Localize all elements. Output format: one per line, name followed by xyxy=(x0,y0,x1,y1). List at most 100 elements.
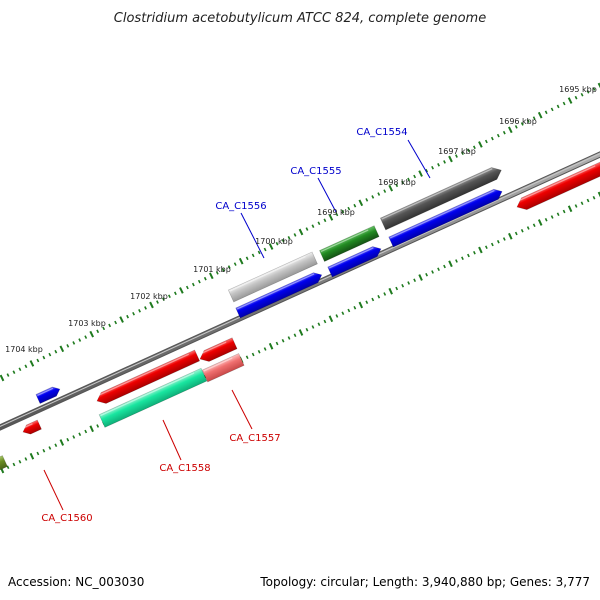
outer-ring-tick xyxy=(168,294,171,299)
gene-ca-c1558-teal[interactable] xyxy=(98,367,208,428)
tick-label-1699: 1699 kbp xyxy=(317,208,355,217)
outer-ring-tick xyxy=(132,311,135,316)
outer-ring-tick xyxy=(347,206,351,211)
inner-ring-tick xyxy=(305,327,309,332)
inner-ring-tick xyxy=(78,432,82,437)
outer-ring-tick xyxy=(42,355,46,360)
inner-ring-tick xyxy=(532,223,536,228)
gene-ca-c1556-lightgray[interactable] xyxy=(227,251,318,303)
outer-ring-tick xyxy=(24,364,28,369)
gene-red-tiny[interactable] xyxy=(21,419,42,437)
inner-ring-tick xyxy=(311,325,315,329)
outer-ring-tick xyxy=(413,174,417,179)
outer-ring-tick xyxy=(238,257,244,265)
inner-ring-tick xyxy=(66,437,70,442)
outer-ring-tick xyxy=(72,341,76,345)
gene-label-ca-c1555[interactable]: CA_C1555 xyxy=(290,166,341,177)
tick-label-1703: 1703 kbp xyxy=(68,319,106,328)
inner-ring-tick xyxy=(257,349,261,354)
outer-ring-tick xyxy=(328,214,334,221)
outer-ring-tick xyxy=(383,189,387,193)
inner-ring-tick xyxy=(245,355,249,360)
leader-ca-c1558 xyxy=(162,419,182,461)
gene-ca-c1557-pink[interactable] xyxy=(201,353,245,383)
inner-ring-tick xyxy=(328,315,334,323)
outer-ring-tick xyxy=(532,116,536,120)
inner-ring-tick xyxy=(413,278,417,283)
outer-ring-tick xyxy=(514,125,518,129)
outer-ring-tick xyxy=(562,101,566,106)
outer-ring-tick xyxy=(221,268,225,272)
map-title: Clostridium acetobutylicum ATCC 824, com… xyxy=(114,11,486,26)
inner-ring-tick xyxy=(263,347,267,351)
outer-ring-tick xyxy=(574,95,578,100)
outer-ring-tick xyxy=(298,228,304,236)
inner-ring-tick xyxy=(478,246,483,254)
outer-ring-tick xyxy=(108,323,112,328)
tick-label-1697: 1697 kbp xyxy=(438,147,476,156)
outer-ring-tick xyxy=(275,241,279,246)
inner-ring-tick xyxy=(96,424,100,428)
gene-red-small-right[interactable] xyxy=(198,337,238,365)
inner-ring-tick xyxy=(42,448,46,453)
outer-ring-tick xyxy=(293,233,297,237)
inner-ring-tick xyxy=(12,462,16,467)
tick-label-1696: 1696 kbp xyxy=(499,117,537,126)
gene-label-ca-c1557[interactable]: CA_C1557 xyxy=(229,433,280,444)
gene-red-far-right[interactable] xyxy=(514,160,600,213)
inner-ring-tick xyxy=(59,439,65,446)
outer-ring-tick xyxy=(179,287,184,294)
outer-ring-tick xyxy=(138,309,141,313)
inner-ring-tick xyxy=(425,272,428,277)
inner-ring-tick xyxy=(54,443,58,448)
gene-blue-mid[interactable] xyxy=(327,244,384,278)
outer-ring-tick xyxy=(84,335,88,339)
gene-label-ca-c1556[interactable]: CA_C1556 xyxy=(215,201,266,212)
gene-ca-c1555-green[interactable] xyxy=(319,225,380,262)
gene-red-large[interactable] xyxy=(95,349,201,406)
outer-ring-tick xyxy=(358,199,364,207)
inner-ring-tick xyxy=(268,342,274,350)
inner-ring-tick xyxy=(347,308,351,313)
inner-ring-tick xyxy=(298,329,304,336)
outer-ring-tick xyxy=(377,192,381,196)
inner-ring-tick xyxy=(358,301,364,309)
inner-ring-tick xyxy=(461,256,464,261)
outer-ring-tick xyxy=(395,183,399,188)
inner-ring-tick xyxy=(18,459,22,464)
inner-ring-tick xyxy=(526,226,530,230)
outer-ring-tick xyxy=(6,373,10,377)
inner-ring-tick xyxy=(401,283,405,288)
outer-ring-tick xyxy=(227,265,231,269)
gene-blue-left[interactable] xyxy=(235,270,324,319)
inner-ring-tick xyxy=(467,253,470,258)
outer-ring-tick xyxy=(305,227,309,231)
leader-ca-c1557 xyxy=(231,389,253,430)
outer-ring-tick xyxy=(173,291,177,296)
inner-ring-tick xyxy=(484,245,488,250)
outer-ring-tick xyxy=(59,345,65,353)
outer-ring-tick xyxy=(537,111,543,119)
outer-ring-tick xyxy=(490,136,494,141)
gene-olive-edge[interactable] xyxy=(0,455,8,472)
outer-ring-tick xyxy=(36,358,40,363)
gene-blue-upper-right[interactable] xyxy=(388,186,505,248)
outer-ring-tick xyxy=(443,160,446,164)
gene-blue-small[interactable] xyxy=(35,385,62,404)
outer-ring-tick xyxy=(208,272,214,280)
inner-ring-tick xyxy=(323,319,327,324)
gene-ca-c1554-gray[interactable] xyxy=(379,164,504,231)
outer-ring-tick xyxy=(263,247,267,252)
inner-ring-tick xyxy=(418,274,423,281)
inner-ring-tick xyxy=(341,311,345,316)
gene-label-ca-c1558[interactable]: CA_C1558 xyxy=(159,463,210,474)
outer-ring-tick xyxy=(281,238,285,243)
gene-label-ca-c1554[interactable]: CA_C1554 xyxy=(356,127,407,138)
outer-ring-tick xyxy=(323,218,327,223)
gene-label-ca-c1560[interactable]: CA_C1560 xyxy=(41,513,92,524)
inner-ring-tick xyxy=(275,341,279,346)
inner-ring-tick xyxy=(353,305,357,310)
inner-ring-tick xyxy=(48,446,52,450)
